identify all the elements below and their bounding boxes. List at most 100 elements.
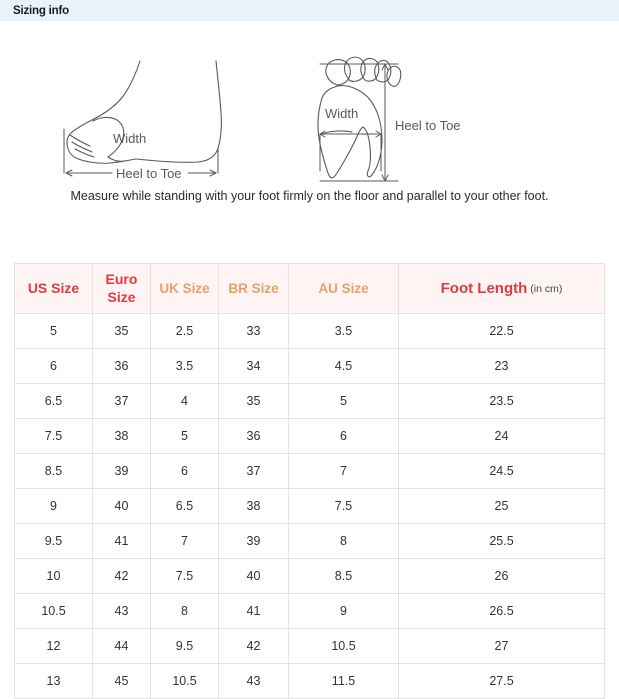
column-header-br-size: BR Size [218, 263, 289, 314]
table-header-row: US Size Euro Size UK Size BR Size AU Siz… [14, 263, 605, 314]
table-row: 10 42 7.5 40 8.5 26 [14, 558, 605, 594]
table-cell-euro-size: 39 [92, 453, 151, 489]
table-cell-br-size: 41 [218, 593, 289, 629]
table-cell-br-size: 38 [218, 488, 289, 524]
table-cell-euro-size: 37 [92, 383, 151, 419]
table-row: 9 40 6.5 38 7.5 25 [14, 488, 605, 524]
table-cell-foot-length: 23.5 [398, 383, 605, 419]
table-cell-foot-length: 24.5 [398, 453, 605, 489]
sole-view-width-dimension [319, 130, 382, 172]
table-cell-au-size: 3.5 [288, 313, 399, 349]
table-cell-br-size: 40 [218, 558, 289, 594]
column-header-euro-size: Euro Size [92, 263, 151, 314]
table-cell-au-size: 8.5 [288, 558, 399, 594]
measure-instruction: Measure while standing with your foot fi… [70, 189, 549, 203]
table-cell-us-size: 13 [14, 663, 93, 699]
table-cell-uk-size: 2.5 [150, 313, 219, 349]
table-cell-us-size: 8.5 [14, 453, 93, 489]
sole-view-heel-to-toe-label: Heel to Toe [395, 118, 461, 133]
table-cell-br-size: 35 [218, 383, 289, 419]
column-header-foot-length-label: Foot Length [440, 279, 528, 297]
table-row: 7.5 38 5 36 6 24 [14, 418, 605, 454]
table-cell-uk-size: 3.5 [150, 348, 219, 384]
table-cell-euro-size: 40 [92, 488, 151, 524]
table-cell-us-size: 7.5 [14, 418, 93, 454]
column-header-foot-length-unit: (in cm) [530, 282, 563, 295]
table-row: 6.5 37 4 35 5 23.5 [14, 383, 605, 419]
table-cell-uk-size: 10.5 [150, 663, 219, 699]
table-cell-euro-size: 44 [92, 628, 151, 664]
table-cell-euro-size: 41 [92, 523, 151, 559]
table-cell-us-size: 12 [14, 628, 93, 664]
table-cell-au-size: 11.5 [288, 663, 399, 699]
table-cell-au-size: 9 [288, 593, 399, 629]
column-header-foot-length: Foot Length (in cm) [398, 263, 605, 314]
size-chart-container: US Size Euro Size UK Size BR Size AU Siz… [14, 263, 605, 699]
table-cell-foot-length: 26 [398, 558, 605, 594]
table-cell-foot-length: 22.5 [398, 313, 605, 349]
side-view-width-markers [63, 128, 219, 174]
table-cell-uk-size: 7 [150, 523, 219, 559]
table-row: 13 45 10.5 43 11.5 27.5 [14, 663, 605, 699]
column-header-euro-size-label: Euro Size [105, 270, 138, 305]
foot-measurement-diagram: Width Heel to Toe [0, 21, 619, 221]
table-cell-br-size: 39 [218, 523, 289, 559]
table-cell-uk-size: 6.5 [150, 488, 219, 524]
size-chart-body: 5 35 2.5 33 3.5 22.5 6 36 3.5 34 4.5 23 6.5 37 4 35 5 23.… [14, 313, 605, 699]
table-cell-br-size: 34 [218, 348, 289, 384]
column-header-uk-size-label: UK Size [159, 280, 210, 296]
table-cell-uk-size: 6 [150, 453, 219, 489]
column-header-us-size-label: US Size [27, 279, 80, 296]
table-cell-foot-length: 25 [398, 488, 605, 524]
table-cell-foot-length: 27 [398, 628, 605, 664]
table-cell-br-size: 37 [218, 453, 289, 489]
table-cell-au-size: 10.5 [288, 628, 399, 664]
side-view-width-label: Width [113, 131, 146, 146]
table-row: 9.5 41 7 39 8 25.5 [14, 523, 605, 559]
table-cell-euro-size: 36 [92, 348, 151, 384]
table-cell-br-size: 36 [218, 418, 289, 454]
side-view-foot-outline [66, 60, 222, 164]
table-cell-us-size: 6 [14, 348, 93, 384]
table-cell-au-size: 4.5 [288, 348, 399, 384]
table-cell-euro-size: 42 [92, 558, 151, 594]
column-header-br-size-label: BR Size [228, 280, 279, 296]
column-header-us-size: US Size [14, 263, 93, 314]
page-title: Sizing info [13, 4, 69, 17]
table-cell-us-size: 9.5 [14, 523, 93, 559]
column-header-au-size: AU Size [288, 263, 399, 314]
table-cell-uk-size: 9.5 [150, 628, 219, 664]
table-cell-au-size: 5 [288, 383, 399, 419]
table-cell-uk-size: 8 [150, 593, 219, 629]
table-cell-uk-size: 7.5 [150, 558, 219, 594]
sole-view-width-label: Width [325, 106, 358, 121]
table-cell-euro-size: 43 [92, 593, 151, 629]
table-cell-euro-size: 35 [92, 313, 151, 349]
table-cell-uk-size: 4 [150, 383, 219, 419]
side-view-heel-to-toe-label: Heel to Toe [116, 166, 182, 181]
table-cell-us-size: 6.5 [14, 383, 93, 419]
size-chart-table: US Size Euro Size UK Size BR Size AU Siz… [14, 263, 605, 699]
table-row: 12 44 9.5 42 10.5 27 [14, 628, 605, 664]
table-cell-euro-size: 38 [92, 418, 151, 454]
table-cell-au-size: 8 [288, 523, 399, 559]
table-row: 5 35 2.5 33 3.5 22.5 [14, 313, 605, 349]
diagram-canvas: Width Heel to Toe [0, 21, 619, 186]
table-cell-us-size: 5 [14, 313, 93, 349]
table-cell-foot-length: 24 [398, 418, 605, 454]
table-cell-us-size: 10.5 [14, 593, 93, 629]
table-cell-foot-length: 23 [398, 348, 605, 384]
sole-view-heel-to-toe-dimension [319, 63, 399, 182]
table-cell-foot-length: 26.5 [398, 593, 605, 629]
table-cell-euro-size: 45 [92, 663, 151, 699]
table-cell-br-size: 43 [218, 663, 289, 699]
table-cell-au-size: 7 [288, 453, 399, 489]
table-cell-au-size: 7.5 [288, 488, 399, 524]
side-view-heel-to-toe-dimension [65, 169, 217, 177]
table-cell-us-size: 10 [14, 558, 93, 594]
table-cell-us-size: 9 [14, 488, 93, 524]
table-cell-br-size: 33 [218, 313, 289, 349]
table-row: 8.5 39 6 37 7 24.5 [14, 453, 605, 489]
table-cell-br-size: 42 [218, 628, 289, 664]
table-cell-foot-length: 27.5 [398, 663, 605, 699]
